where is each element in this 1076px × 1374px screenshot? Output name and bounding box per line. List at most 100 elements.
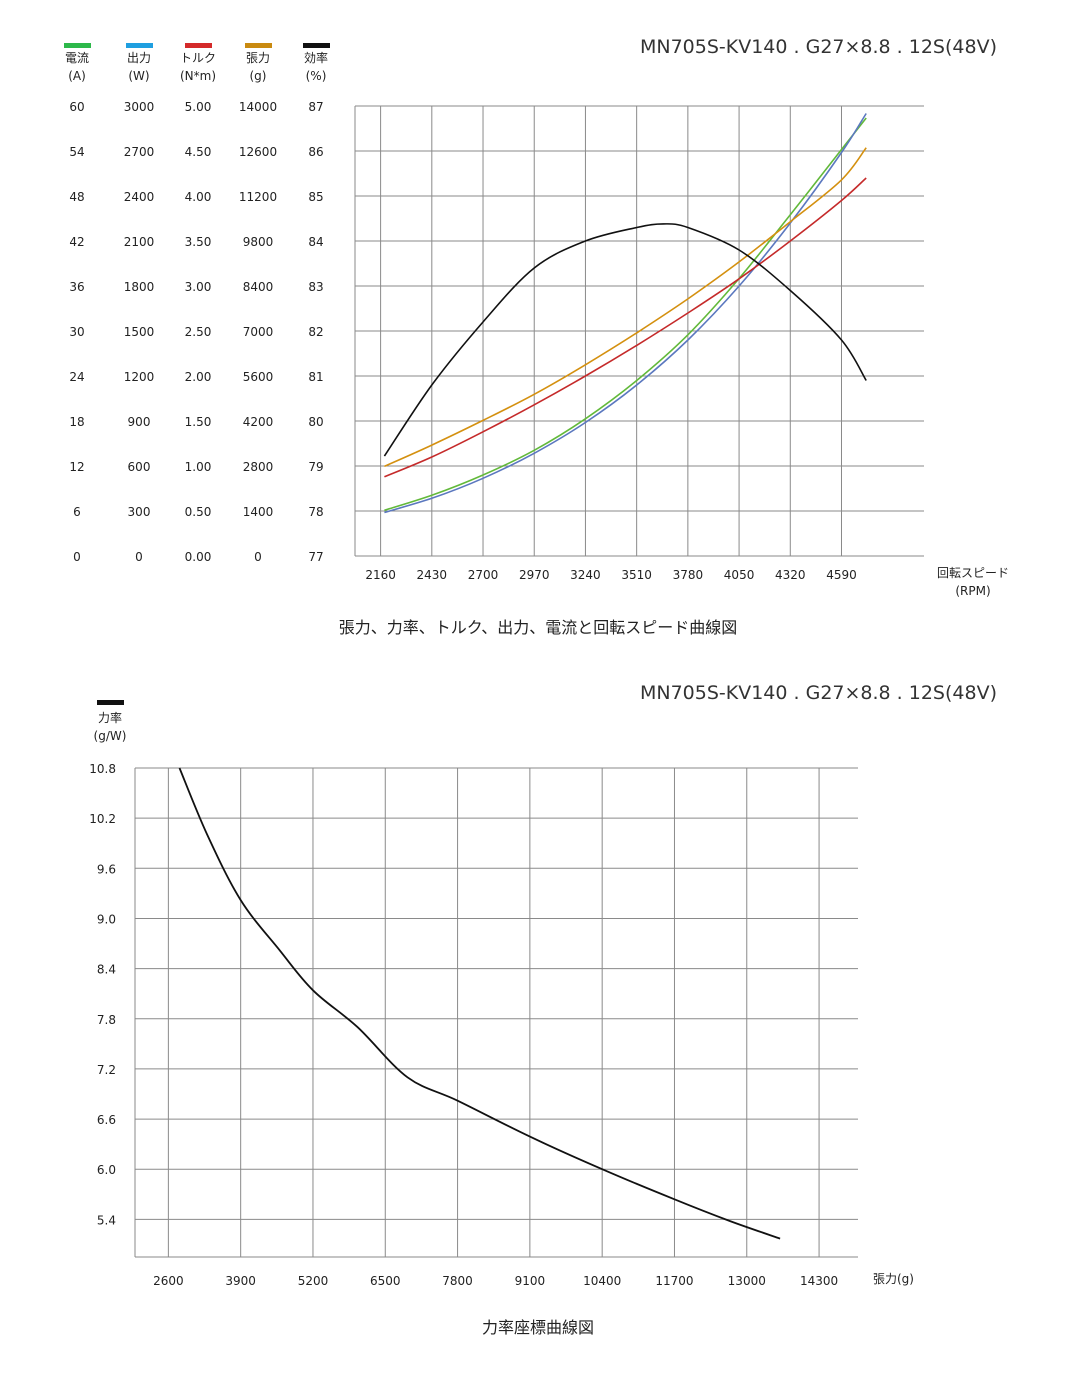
chart2-y-tick-label: 7.2: [97, 1063, 116, 1077]
chart1-series-line-thrust: [384, 147, 867, 468]
chart2-x-tick-label: 14300: [800, 1274, 838, 1288]
chart1-y-tick-label-torque: 5.00: [185, 100, 212, 114]
chart2-y-tick-label: 6.6: [97, 1113, 116, 1127]
chart1-series-line-efficiency: [383, 223, 867, 457]
chart1-y-tick-label-power: 2100: [124, 235, 155, 249]
chart1-y-tick-label-torque: 4.50: [185, 145, 212, 159]
chart1-legend-label-thrust: 張力: [246, 51, 270, 65]
chart1-legend-unit-power: (W): [128, 69, 149, 83]
chart1-y-tick-label-current: 48: [69, 190, 84, 204]
chart1-y-tick-label-torque: 1.00: [185, 460, 212, 474]
chart1-x-tick-label: 2160: [365, 568, 396, 582]
chart1-x-tick-label: 4050: [724, 568, 755, 582]
chart1-legend-unit-torque: (N*m): [180, 69, 216, 83]
chart2-y-tick-labels: 5.4 6.0 6.6 7.2 7.8 8.4 9.0 9.6 10.2 10.8: [89, 762, 116, 1227]
chart1-legend-swatch-torque: [185, 43, 212, 48]
chart1-x-tick-labels: 2160 2430 2700 2970 3240 3510 3780 4050 4320 4590: [365, 568, 856, 582]
chart1-y-tick-label-power: 3000: [124, 100, 155, 114]
chart1-y-tick-labels: 0612182430364248546003006009001200150018…: [69, 100, 323, 564]
chart1-x-tick-label: 3240: [570, 568, 601, 582]
chart1-y-tick-label-current: 12: [69, 460, 84, 474]
chart2-y-tick-label: 5.4: [97, 1213, 116, 1227]
chart1-y-tick-label-current: 54: [69, 145, 84, 159]
chart1-y-tick-label-power: 2400: [124, 190, 155, 204]
chart1-legend-swatch-thrust: [245, 43, 272, 48]
chart1-y-tick-label-current: 6: [73, 505, 81, 519]
chart1-legend-unit-thrust: (g): [250, 69, 267, 83]
chart1-y-tick-label-thrust: 0: [254, 550, 262, 564]
chart1-legend-label-power: 出力: [127, 51, 151, 65]
chart1-x-axis-label: 回転スピード: [937, 566, 1009, 580]
chart1-y-tick-label-efficiency: 82: [308, 325, 323, 339]
chart2-legend-label: 力率: [98, 710, 122, 725]
chart1-x-tick-label: 2430: [417, 568, 448, 582]
chart2-caption: 力率座標曲線図: [482, 1318, 594, 1337]
chart1-legend-label-efficiency: 効率: [304, 50, 328, 65]
chart1-y-tick-label-current: 30: [69, 325, 84, 339]
chart1-y-tick-label-efficiency: 78: [308, 505, 323, 519]
chart1-y-tick-label-thrust: 8400: [243, 280, 274, 294]
chart1-y-tick-label-current: 18: [69, 415, 84, 429]
chart-speed-curves: MN705S-KV140 . G27×8.8 . 12S(48V) 電流 (A) 出…: [64, 36, 1009, 637]
chart1-y-tick-label-current: 42: [69, 235, 84, 249]
chart2-grid: [134, 767, 858, 1258]
chart1-caption: 張力、力率、トルク、出力、電流と回転スピード曲線図: [339, 618, 738, 637]
chart1-x-tick-label: 4320: [775, 568, 806, 582]
chart2-y-tick-label: 9.6: [97, 862, 116, 876]
chart2-x-tick-label: 7800: [442, 1274, 473, 1288]
chart1-y-tick-label-efficiency: 85: [308, 190, 323, 204]
chart1-y-tick-label-current: 24: [69, 370, 84, 384]
chart1-y-tick-label-torque: 2.50: [185, 325, 212, 339]
chart1-y-tick-label-thrust: 1400: [243, 505, 274, 519]
chart1-series-line-current: [384, 117, 867, 512]
chart2-x-tick-label: 6500: [370, 1274, 401, 1288]
chart1-y-tick-label-efficiency: 86: [308, 145, 323, 159]
chart1-y-tick-label-thrust: 9800: [243, 235, 274, 249]
chart1-y-tick-label-torque: 1.50: [185, 415, 212, 429]
chart1-y-tick-label-efficiency: 77: [308, 550, 323, 564]
chart2-y-tick-label: 10.2: [89, 812, 116, 826]
chart1-y-tick-label-thrust: 14000: [239, 100, 277, 114]
chart1-y-tick-label-efficiency: 81: [308, 370, 323, 384]
chart2-x-tick-label: 5200: [298, 1274, 329, 1288]
chart1-y-tick-label-current: 36: [69, 280, 84, 294]
chart1-x-tick-label: 4590: [826, 568, 857, 582]
chart2-series-line-efficiency: [178, 767, 781, 1240]
chart1-legend-swatch-current: [64, 43, 91, 48]
chart1-y-tick-label-thrust: 2800: [243, 460, 274, 474]
chart1-x-tick-label: 2970: [519, 568, 550, 582]
chart1-x-tick-label: 2700: [468, 568, 499, 582]
chart1-y-tick-label-torque: 3.00: [185, 280, 212, 294]
chart-efficiency-vs-thrust: MN705S-KV140 . G27×8.8 . 12S(48V) 力率 (g/…: [89, 682, 997, 1337]
chart1-y-tick-label-power: 300: [128, 505, 151, 519]
chart1-x-axis-unit: (RPM): [955, 584, 990, 598]
chart1-y-tick-label-torque: 3.50: [185, 235, 212, 249]
chart2-x-tick-label: 9100: [515, 1274, 546, 1288]
chart1-model-title: MN705S-KV140 . G27×8.8 . 12S(48V): [640, 36, 997, 58]
chart1-y-tick-label-current: 0: [73, 550, 81, 564]
chart2-y-tick-label: 7.8: [97, 1013, 116, 1027]
chart1-series-line-power: [384, 113, 867, 514]
chart1-y-tick-label-power: 600: [128, 460, 151, 474]
chart2-legend-swatch: [97, 700, 124, 705]
chart1-y-tick-label-thrust: 4200: [243, 415, 274, 429]
chart1-y-tick-label-torque: 0.00: [185, 550, 212, 564]
chart2-x-tick-label: 13000: [728, 1274, 766, 1288]
chart2-x-tick-labels: 2600 3900 5200 6500 7800 9100 10400 11700 13000 1…: [153, 1274, 838, 1288]
chart1-y-tick-label-efficiency: 83: [308, 280, 323, 294]
chart1-y-tick-label-power: 1800: [124, 280, 155, 294]
chart2-legend-unit: (g/W): [94, 729, 127, 743]
chart1-series: [383, 113, 867, 514]
chart2-x-tick-label: 3900: [225, 1274, 256, 1288]
chart1-y-tick-label-efficiency: 80: [308, 415, 323, 429]
chart1-legend-label-torque: トルク: [180, 51, 216, 65]
chart2-x-tick-label: 10400: [583, 1274, 621, 1288]
chart1-legend-swatch-efficiency: [303, 43, 330, 48]
chart1-y-tick-label-efficiency: 84: [308, 235, 323, 249]
chart2-x-tick-label: 2600: [153, 1274, 184, 1288]
chart1-y-tick-label-torque: 2.00: [185, 370, 212, 384]
chart1-y-tick-label-power: 900: [128, 415, 151, 429]
chart1-y-tick-label-thrust: 7000: [243, 325, 274, 339]
chart1-y-tick-label-torque: 4.00: [185, 190, 212, 204]
